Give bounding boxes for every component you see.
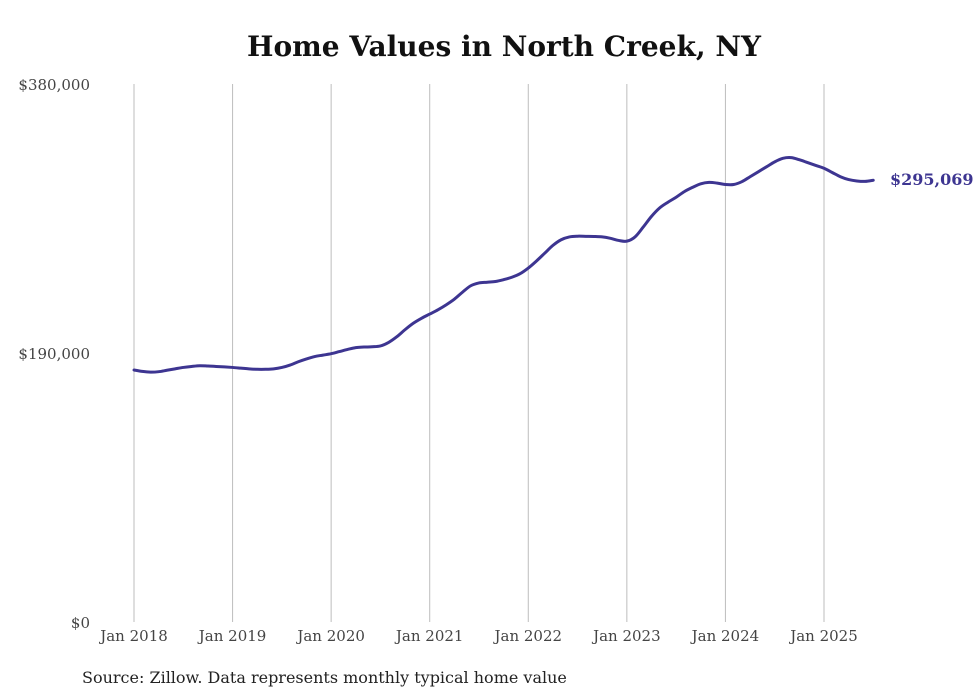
x-tick-label: Jan 2019 (197, 627, 267, 645)
series-layer (132, 156, 875, 374)
x-tick-label: Jan 2024 (690, 627, 760, 645)
x-tick-label: Jan 2025 (788, 627, 858, 645)
series-line (132, 156, 875, 374)
x-tick-label: Jan 2022 (492, 627, 562, 645)
x-tick-label: Jan 2021 (394, 627, 464, 645)
y-tick-label: $190,000 (18, 345, 90, 363)
chart-title: Home Values in North Creek, NY (247, 30, 761, 63)
x-tick-label: Jan 2023 (591, 627, 661, 645)
y-tick-label: $0 (71, 614, 90, 632)
x-tick-label: Jan 2018 (98, 627, 168, 645)
end-value-label: $295,069 (890, 170, 974, 189)
annotations: $295,069 (890, 170, 974, 189)
y-axis: $0 $190,000 $380,000 (18, 76, 90, 632)
x-axis: Jan 2018 Jan 2019 Jan 2020 Jan 2021 Jan 2022… (98, 627, 858, 645)
y-tick-label: $380,000 (18, 76, 90, 94)
grid (133, 84, 825, 622)
x-tick-label: Jan 2020 (295, 627, 365, 645)
source-note: Source: Zillow. Data represents monthly … (82, 668, 567, 687)
